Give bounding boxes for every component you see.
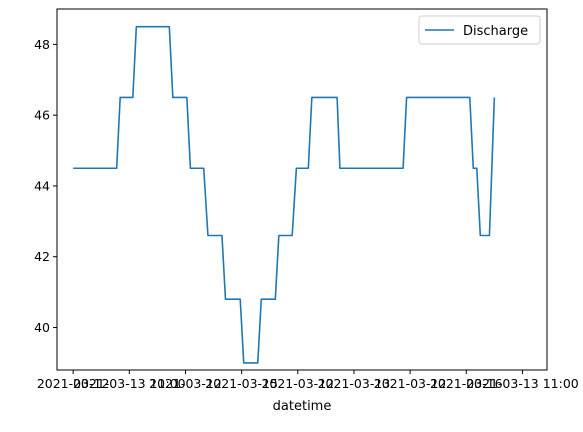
- x-tick-label: 2021-03-13: [318, 376, 391, 391]
- legend-box: [418, 15, 541, 45]
- y-tick-label: 44: [34, 178, 50, 193]
- x-tick-label: 2021-03-12: [374, 376, 447, 391]
- x-tick-label: 2021-03-12: [261, 376, 334, 391]
- x-tick-label: 2021-03-15: [205, 376, 278, 391]
- y-tick-label: 42: [34, 249, 50, 264]
- y-axis: 40 42 44 46 48: [34, 37, 57, 335]
- x-axis-title: datetime: [273, 399, 332, 414]
- x-tick-label: 2021-03-13 11:00: [466, 376, 579, 391]
- y-tick-label: 48: [34, 37, 50, 52]
- y-tick-label: 40: [34, 320, 50, 335]
- axes-frame: [56, 8, 548, 371]
- plot-area: [56, 8, 548, 371]
- legend: Discharge: [418, 15, 541, 45]
- x-tick-label: 2021-03-12: [37, 376, 110, 391]
- legend-label: Discharge: [463, 24, 528, 39]
- x-tick-label: 2021-03-12: [149, 376, 222, 391]
- x-tick-label: 2021-03-13 11:00: [73, 376, 186, 391]
- y-tick-label: 46: [34, 108, 50, 123]
- series-line-0: [73, 25, 496, 364]
- x-tick-label: 2021-03-16: [430, 376, 503, 391]
